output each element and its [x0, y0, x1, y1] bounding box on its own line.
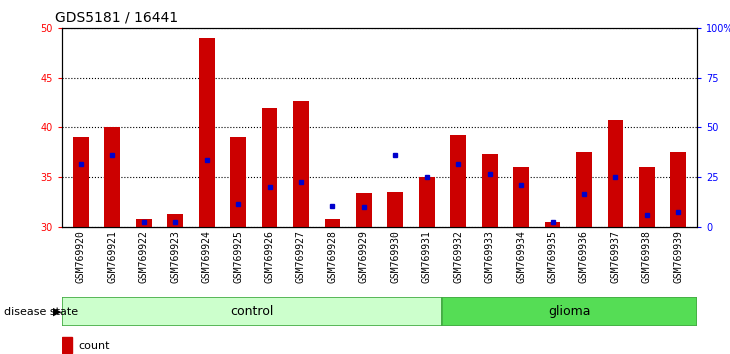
- Text: GSM769934: GSM769934: [516, 230, 526, 283]
- Bar: [261, 108, 277, 227]
- Bar: [199, 38, 215, 227]
- Bar: [670, 152, 686, 227]
- Text: GSM769921: GSM769921: [107, 230, 118, 283]
- Text: GSM769923: GSM769923: [170, 230, 180, 283]
- Text: GSM769929: GSM769929: [359, 230, 369, 283]
- Text: GSM769932: GSM769932: [453, 230, 464, 283]
- Bar: [73, 137, 89, 227]
- Bar: [450, 135, 466, 227]
- Text: ▶: ▶: [53, 307, 62, 316]
- Text: GSM769924: GSM769924: [201, 230, 212, 283]
- Bar: [104, 127, 120, 227]
- Text: GSM769933: GSM769933: [485, 230, 495, 283]
- Text: GSM769939: GSM769939: [673, 230, 683, 283]
- Text: GDS5181 / 16441: GDS5181 / 16441: [55, 11, 178, 25]
- Bar: [419, 177, 434, 227]
- Text: GSM769926: GSM769926: [264, 230, 274, 283]
- Text: disease state: disease state: [4, 307, 78, 316]
- Bar: [136, 219, 152, 227]
- Bar: [356, 193, 372, 227]
- Text: GSM769937: GSM769937: [610, 230, 620, 283]
- Text: GSM769927: GSM769927: [296, 230, 306, 283]
- Text: glioma: glioma: [548, 305, 591, 318]
- Text: GSM769936: GSM769936: [579, 230, 589, 283]
- Bar: [62, 297, 442, 326]
- Text: GSM769920: GSM769920: [76, 230, 86, 283]
- Bar: [230, 137, 246, 227]
- Text: GSM769931: GSM769931: [422, 230, 431, 283]
- Bar: [576, 152, 592, 227]
- Text: GSM769925: GSM769925: [233, 230, 243, 283]
- Text: GSM769935: GSM769935: [548, 230, 558, 283]
- Bar: [442, 297, 697, 326]
- Bar: [545, 222, 561, 227]
- Bar: [167, 214, 183, 227]
- Text: count: count: [78, 341, 110, 351]
- Bar: [325, 219, 340, 227]
- Bar: [482, 154, 498, 227]
- Bar: [62, 337, 72, 353]
- Bar: [293, 101, 309, 227]
- Bar: [607, 120, 623, 227]
- Text: GSM769938: GSM769938: [642, 230, 652, 283]
- Text: control: control: [231, 305, 274, 318]
- Bar: [639, 167, 655, 227]
- Bar: [388, 192, 403, 227]
- Text: GSM769922: GSM769922: [139, 230, 149, 283]
- Text: GSM769928: GSM769928: [328, 230, 337, 283]
- Bar: [513, 167, 529, 227]
- Text: GSM769930: GSM769930: [391, 230, 400, 283]
